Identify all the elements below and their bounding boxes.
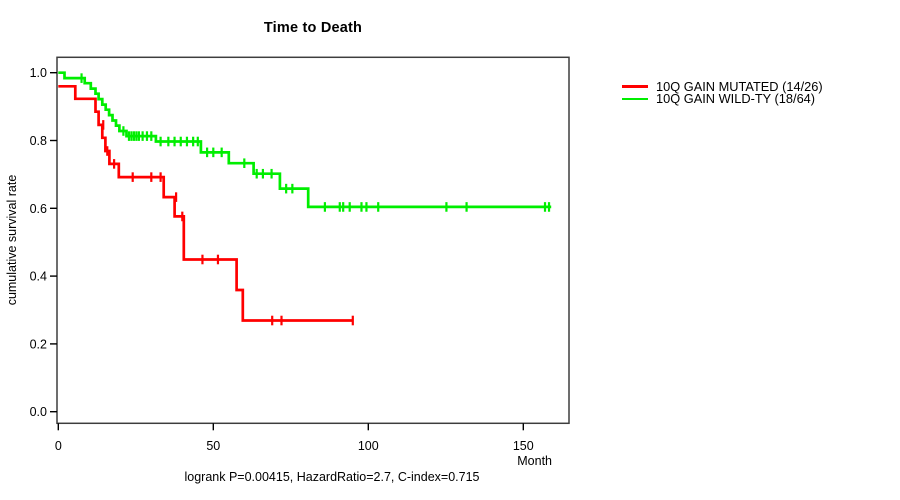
legend-line-red <box>622 84 648 88</box>
x-tick-label: 150 <box>513 439 534 453</box>
legend-line-green <box>622 97 648 101</box>
y-tick-label: 0.0 <box>30 405 47 419</box>
x-tick-label: 50 <box>206 439 220 453</box>
legend-label-mutated: 10Q GAIN MUTATED (14/26) <box>656 78 823 94</box>
x-tick-label: 0 <box>55 439 62 453</box>
x-tick-label: 100 <box>358 439 379 453</box>
survival-curve <box>58 71 552 209</box>
y-tick-label: 0.4 <box>30 270 47 284</box>
legend: 10Q GAIN MUTATED (14/26) 10Q GAIN WILD-T… <box>622 78 823 107</box>
chart-title: Time to Death <box>263 20 363 36</box>
stats-annotation: logrank P=0.00415, HazardRatio=2.7, C-in… <box>184 470 480 484</box>
y-tick-label: 0.8 <box>30 134 47 148</box>
legend-item-mutated: 10Q GAIN MUTATED (14/26) <box>622 78 823 94</box>
legend-label-wildtype: 10Q GAIN WILD-TY (18/64) <box>656 91 816 107</box>
y-tick-label: 0.2 <box>30 337 47 351</box>
x-axis-unit-label: Month <box>517 454 552 468</box>
plot-frame <box>56 56 570 425</box>
y-tick-label: 1.0 <box>30 66 47 80</box>
y-tick-label: 0.6 <box>30 202 47 216</box>
legend-item-wildtype: 10Q GAIN WILD-TY (18/64) <box>622 91 823 107</box>
